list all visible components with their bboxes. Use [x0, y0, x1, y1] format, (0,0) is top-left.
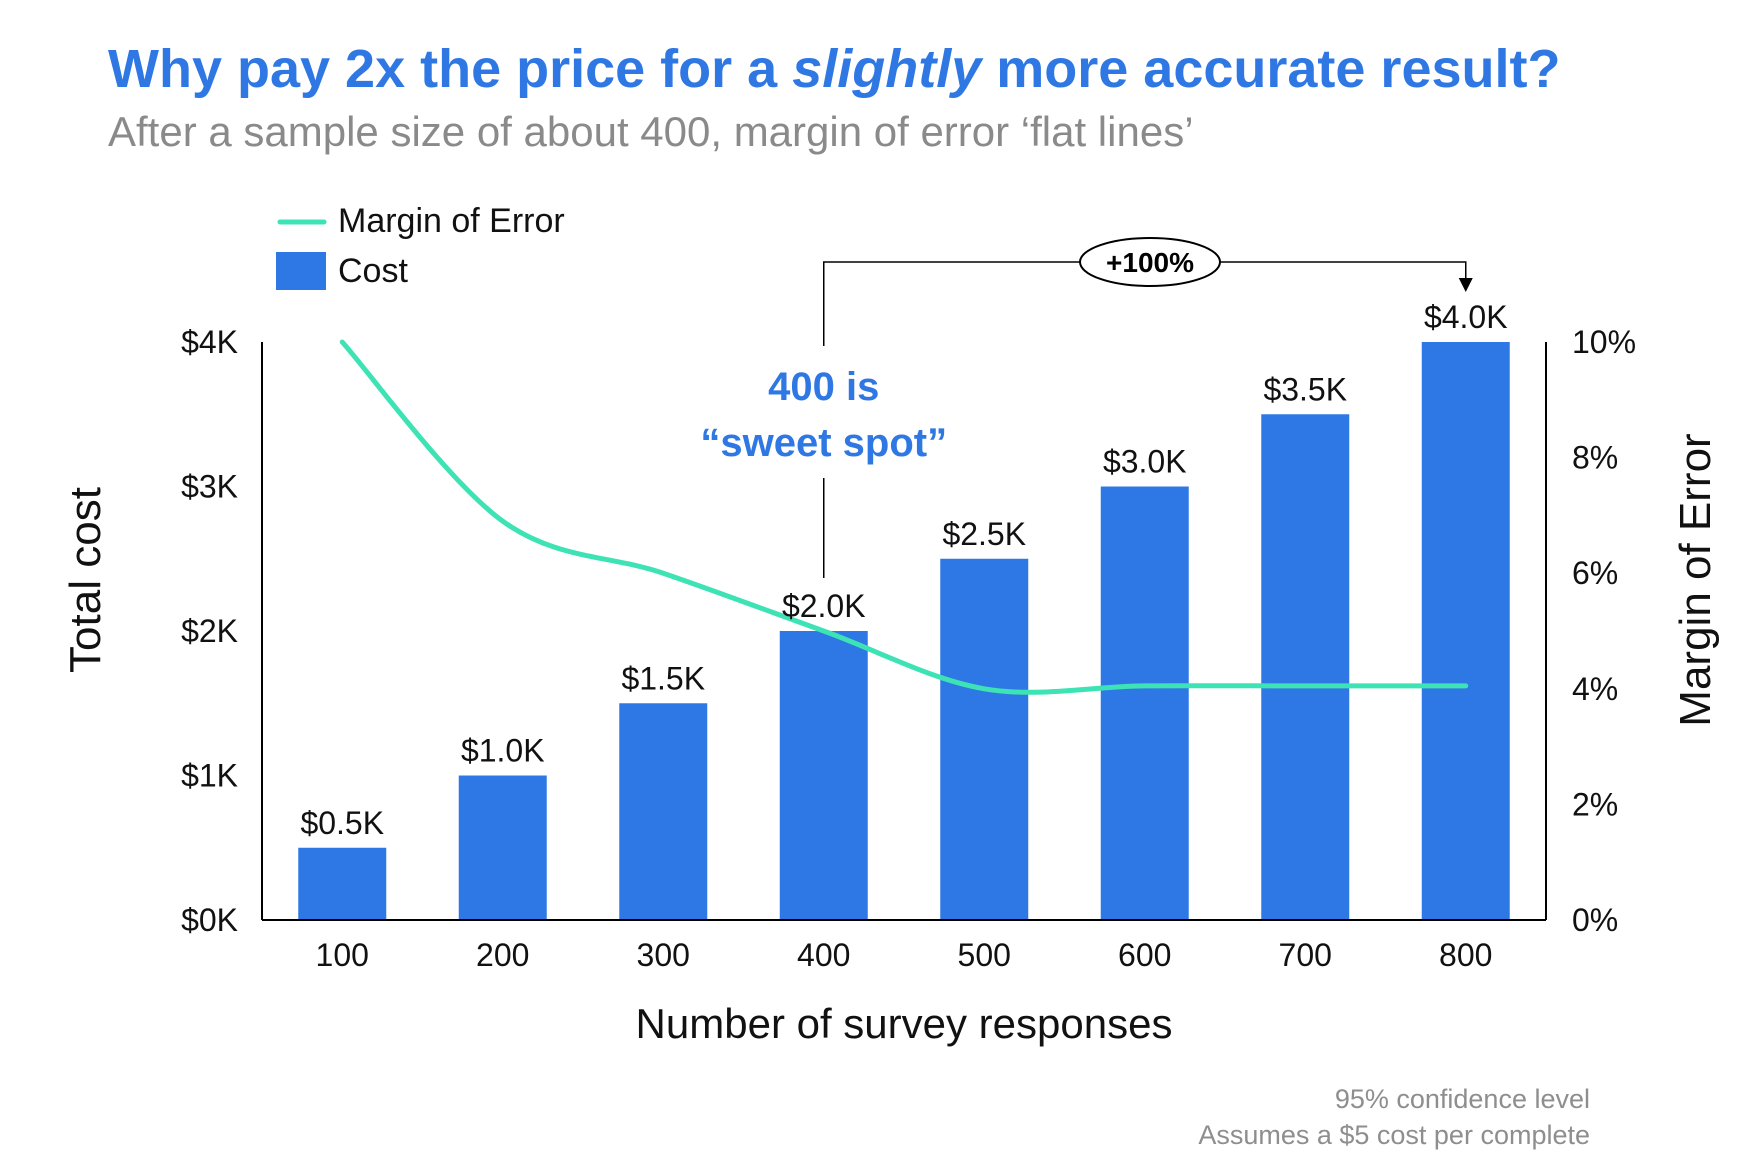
x-tick-label: 200	[476, 937, 529, 973]
legend-margin-label: Margin of Error	[338, 202, 565, 240]
y2-tick-label: 2%	[1572, 786, 1618, 822]
increase-badge	[1079, 237, 1221, 287]
bar-700	[1261, 414, 1350, 920]
x-tick-label: 600	[1118, 937, 1171, 973]
bar-600	[1100, 486, 1189, 920]
x-tick-label: 300	[637, 937, 690, 973]
bar-label-400: $2.0K	[782, 588, 866, 624]
bar-800	[1421, 342, 1510, 920]
footnote-confidence: 95% confidence level	[1334, 1084, 1590, 1114]
y-tick-label: $1K	[181, 758, 238, 794]
y-axis-title: Total cost	[61, 487, 110, 673]
bar-labels: $0.5K $1.0K $1.5K $2.0K $2.5K $3.0K $3.5K $4.0K	[300, 299, 1507, 841]
bar-label-300: $1.5K	[621, 660, 705, 696]
arrow-down-icon	[1458, 278, 1473, 292]
bracket-left	[823, 261, 1080, 346]
margin-line-layer	[339, 339, 1469, 695]
bars	[298, 342, 1510, 920]
sweet-spot-annotation: 400 is “sweet spot”	[700, 365, 947, 465]
x-axis-title: Number of survey responses	[636, 1000, 1173, 1047]
x-tick-label: 400	[797, 937, 850, 973]
sweet-spot-line-1: 400 is	[768, 365, 879, 409]
y-tick-label: $0K	[181, 902, 238, 938]
chart-title: Why pay 2x the price for a slightly more…	[108, 38, 1560, 100]
annotations: +100%	[823, 237, 1473, 578]
bar-label-500: $2.5K	[942, 516, 1026, 552]
y2-tick-label: 6%	[1572, 555, 1618, 591]
bar-500	[940, 558, 1029, 920]
bar-label-600: $3.0K	[1103, 444, 1187, 480]
legend-bar-swatch	[276, 252, 326, 290]
increase-label: +100%	[1106, 247, 1194, 278]
x-tick-label: 100	[316, 937, 369, 973]
bar-label-800: $4.0K	[1424, 299, 1508, 335]
legend: Margin of Error Cost	[276, 202, 565, 290]
y-tick-label: $4K	[181, 324, 238, 360]
bar-label-100: $0.5K	[300, 805, 384, 841]
bar-300	[619, 703, 708, 920]
y2-tick-label: 4%	[1572, 671, 1618, 707]
bar-200	[458, 775, 547, 920]
title-part-2: more accurate result?	[981, 39, 1561, 99]
y2-tick-label: 8%	[1572, 440, 1618, 476]
y2-tick-label: 0%	[1572, 902, 1618, 938]
axes: $0K $1K $2K $3K $4K 0% 2% 4% 6% 8% 10% 100 200 300 400…	[61, 324, 1720, 1047]
legend-cost-label: Cost	[338, 252, 408, 290]
chart-subtitle: After a sample size of about 400, margin…	[108, 108, 1194, 155]
x-tick-label: 800	[1439, 937, 1492, 973]
title-emphasis: slightly	[792, 39, 982, 99]
bar-100	[298, 847, 387, 920]
bar-400	[779, 631, 868, 920]
bar-label-700: $3.5K	[1263, 371, 1347, 407]
x-tick-label: 700	[1279, 937, 1332, 973]
bracket-right	[1220, 261, 1467, 282]
y-tick-label: $3K	[181, 469, 238, 505]
footnote-cost-assumption: Assumes a $5 cost per complete	[1198, 1120, 1590, 1150]
y2-axis-title: Margin of Error	[1671, 433, 1720, 726]
margin-of-error-line	[339, 339, 1469, 695]
y-tick-label: $2K	[181, 613, 238, 649]
title-part-1: Why pay 2x the price for a	[108, 39, 793, 99]
sweet-spot-line-2: “sweet spot”	[700, 421, 947, 465]
x-tick-label: 500	[958, 937, 1011, 973]
y2-tick-label: 10%	[1572, 324, 1636, 360]
bar-label-200: $1.0K	[461, 733, 545, 769]
